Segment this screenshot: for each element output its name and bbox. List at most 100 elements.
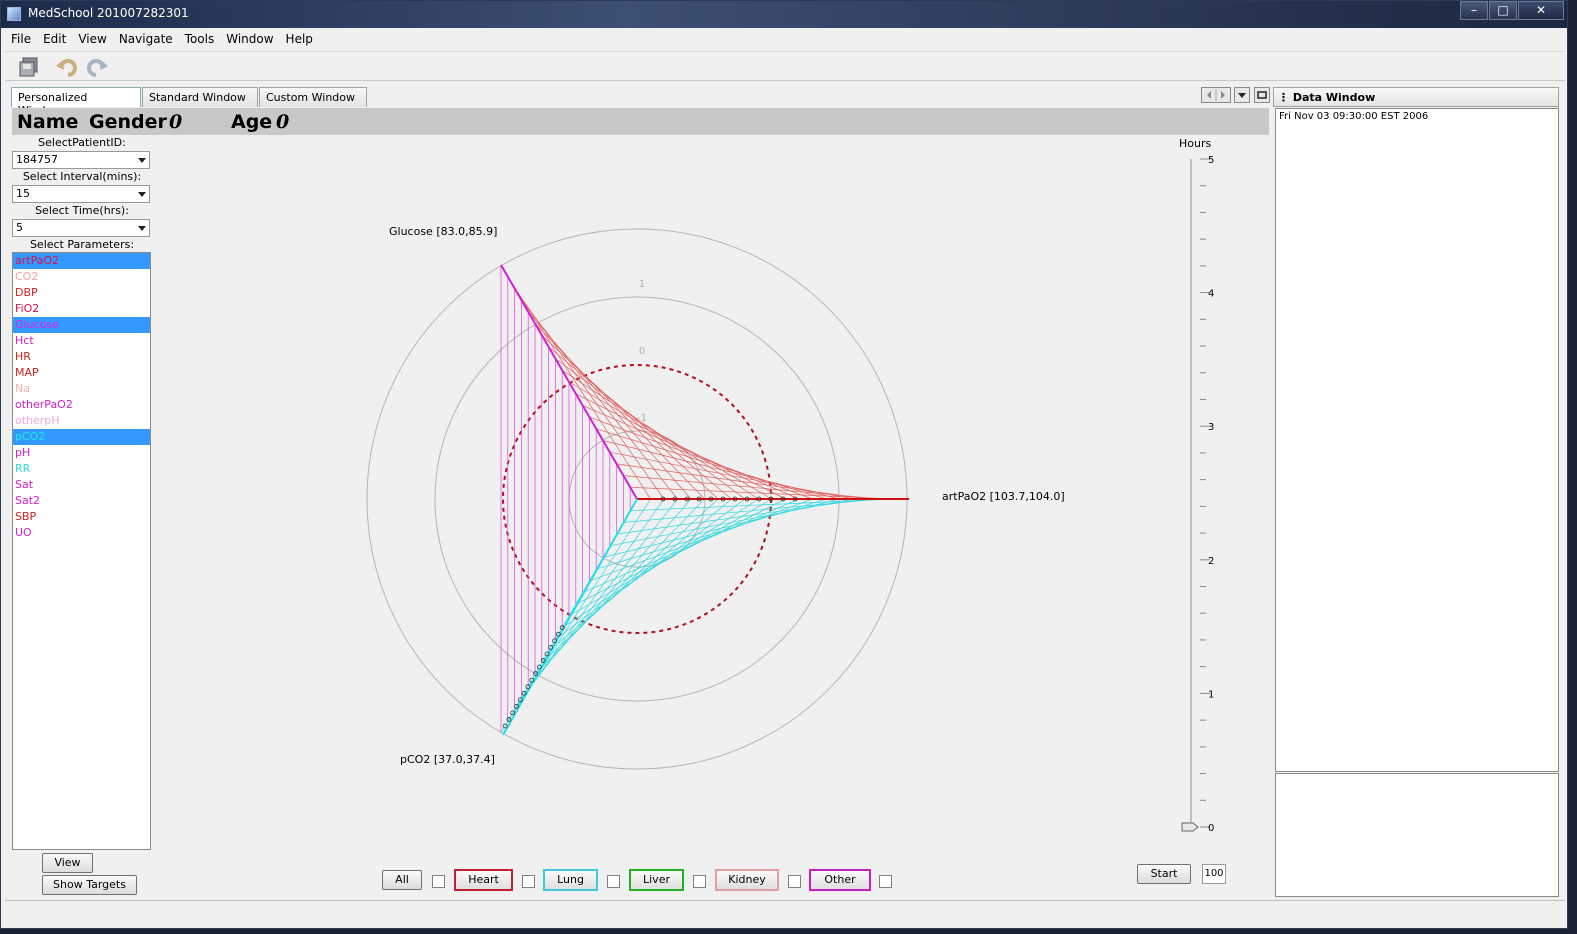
close-icon[interactable]: ✕	[1518, 1, 1564, 20]
undo-icon[interactable]	[55, 56, 79, 78]
patient-header: Name Gender 0 Age 0	[12, 108, 1269, 135]
time-value: 5	[16, 221, 23, 234]
parameter-item[interactable]: RR	[15, 462, 31, 475]
parameter-item[interactable]: Sat	[15, 478, 34, 491]
liver-button[interactable]: Liver	[629, 869, 684, 891]
parameter-item[interactable]: MAP	[15, 366, 39, 379]
all-button[interactable]: All	[382, 870, 422, 890]
chevron-down-icon	[138, 158, 146, 163]
glucose-axis	[500, 264, 638, 500]
time-label: Select Time(hrs):	[35, 204, 129, 217]
menu-bar: File Edit View Navigate Tools Window Hel…	[5, 29, 1565, 49]
chevron-down-icon	[138, 192, 146, 197]
interval-value: 15	[16, 187, 30, 200]
data-window-header[interactable]: ⋮ Data Window	[1273, 87, 1559, 107]
slider-tick-label: 1	[1208, 689, 1214, 700]
parameter-item[interactable]: otherPaO2	[15, 398, 73, 411]
data-window-title: Data Window	[1292, 91, 1376, 104]
parameter-item[interactable]: CO2	[15, 270, 39, 283]
menu-tools[interactable]: Tools	[184, 32, 215, 46]
menu-view[interactable]: View	[78, 32, 107, 46]
lung-checkbox[interactable]	[607, 875, 620, 888]
web-line	[589, 498, 813, 582]
menu-help[interactable]: Help	[285, 32, 313, 46]
web-line	[575, 393, 786, 500]
tab-custom[interactable]: Custom Window	[259, 87, 367, 107]
parameter-item[interactable]: Na	[15, 382, 30, 395]
slider-tick-label: 2	[1208, 556, 1214, 567]
name-label: Name	[17, 111, 79, 133]
hours-label: Hours	[1179, 137, 1212, 150]
other-checkbox[interactable]	[879, 875, 892, 888]
data-point	[708, 496, 714, 502]
redo-icon[interactable]	[85, 56, 109, 78]
tab-maximize-icon[interactable]	[1254, 87, 1270, 103]
parameter-item[interactable]: otherpH	[15, 414, 60, 427]
patient-id-select[interactable]: 184757	[12, 151, 150, 169]
heart-button[interactable]: Heart	[454, 869, 513, 891]
data-point	[780, 496, 786, 502]
data-point	[720, 496, 726, 502]
menu-window[interactable]: Window	[226, 32, 274, 46]
parameter-item[interactable]: artPaO2	[13, 253, 150, 269]
heart-checkbox[interactable]	[522, 875, 535, 888]
parameter-item[interactable]: UO	[15, 526, 32, 539]
time-slider-ticks: 5 4 3 2 1 0	[1200, 155, 1214, 834]
kidney-button[interactable]: Kidney	[715, 869, 779, 891]
data-point	[756, 496, 762, 502]
parameter-item[interactable]: HR	[15, 350, 31, 363]
data-point	[517, 697, 523, 703]
tab-standard[interactable]: Standard Window	[142, 87, 258, 107]
save-all-icon[interactable]	[17, 56, 41, 78]
parameter-item[interactable]: FiO2	[15, 302, 40, 315]
other-button[interactable]: Other	[809, 869, 871, 891]
window-controls: – □ ✕	[1459, 1, 1564, 20]
parameter-item[interactable]: Hct	[15, 334, 34, 347]
web-line	[630, 498, 894, 512]
axis-label: Glucose [83.0,85.9]	[389, 225, 497, 238]
data-point	[521, 690, 527, 696]
menu-navigate[interactable]: Navigate	[118, 32, 173, 46]
menu-file[interactable]: File	[11, 32, 32, 46]
maximize-icon[interactable]: □	[1489, 1, 1517, 20]
kidney-checkbox[interactable]	[788, 875, 801, 888]
show-targets-button[interactable]: Show Targets	[42, 875, 137, 895]
tab-personalized[interactable]: Personalized Window	[11, 87, 141, 117]
start-button[interactable]: Start	[1137, 864, 1191, 884]
speed-field[interactable]: 100	[1202, 864, 1226, 884]
parameter-item[interactable]: Sat2	[15, 494, 41, 507]
menu-edit[interactable]: Edit	[43, 32, 67, 46]
web-line	[582, 498, 800, 593]
parameter-item[interactable]: DBP	[15, 286, 38, 299]
data-point	[552, 638, 557, 644]
all-checkbox[interactable]	[432, 875, 445, 888]
tab-scroll-arrows-icon[interactable]	[1201, 87, 1231, 103]
parameters-label: Select Parameters:	[29, 238, 135, 251]
time-select[interactable]: 5	[12, 219, 150, 237]
title-bar[interactable]: MedSchool 201007282301 – □ ✕	[1, 1, 1567, 28]
slider-tick-label: 5	[1208, 155, 1214, 166]
data-point	[744, 496, 750, 502]
lung-button[interactable]: Lung	[543, 869, 598, 891]
interval-select[interactable]: 15	[12, 185, 150, 203]
data-point	[660, 496, 666, 502]
parameter-item[interactable]: SBP	[15, 510, 37, 523]
minimize-icon[interactable]: –	[1460, 1, 1488, 20]
time-slider-thumb[interactable]	[1181, 822, 1199, 832]
data-point	[768, 496, 774, 502]
data-window-log: Fri Nov 03 09:30:00 EST 2006	[1275, 108, 1559, 772]
liver-checkbox[interactable]	[693, 875, 706, 888]
time-slider-track[interactable]	[1190, 159, 1192, 827]
data-point	[529, 677, 535, 683]
control-panel: SelectPatientID: 184757 Select Interval(…	[12, 135, 152, 253]
parameter-item[interactable]: pH	[15, 446, 31, 459]
view-button[interactable]: View	[42, 853, 93, 873]
parameter-item[interactable]: Glucose	[13, 317, 150, 333]
ring-value-label: 0	[639, 346, 645, 357]
tab-list-dropdown-icon[interactable]	[1234, 87, 1250, 103]
parameter-item[interactable]: pCO2	[13, 429, 150, 445]
parameter-list[interactable]: artPaO2 CO2 DBP FiO2 Glucose Hct HR MAP Na otherP…	[12, 252, 151, 850]
web-line	[596, 498, 827, 570]
web-line	[602, 498, 840, 558]
